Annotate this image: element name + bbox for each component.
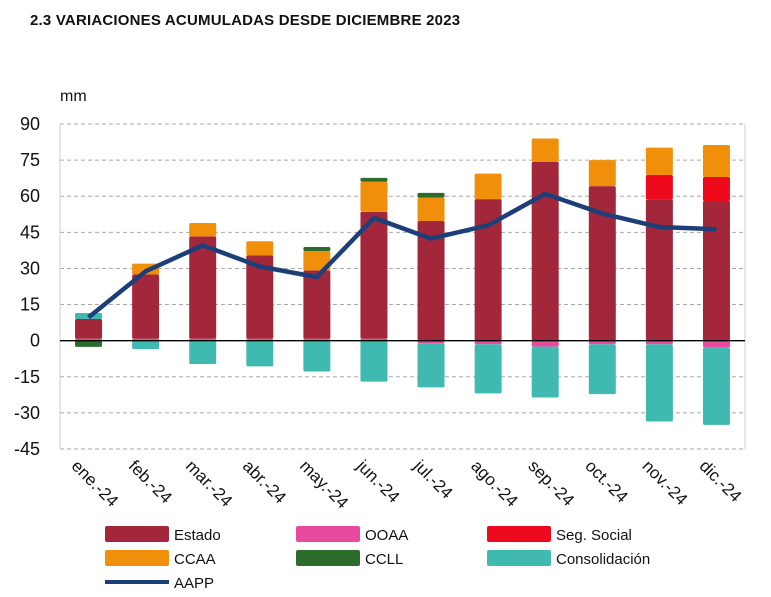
legend-label: OOAA — [365, 527, 408, 544]
bar-segment-ooaa — [645, 340, 673, 345]
legend-label: Estado — [174, 527, 221, 544]
bar-segment-seg-social — [645, 175, 673, 200]
bar-segment-estado — [588, 186, 616, 341]
bar-segment-consolidaci-n — [588, 344, 616, 395]
bar-segment-ooaa — [588, 340, 616, 345]
legend-label: Consolidación — [556, 551, 650, 568]
legend-swatch — [296, 550, 360, 566]
bar-segment-ccaa — [531, 138, 559, 162]
bar-segment-consolidaci-n — [417, 343, 445, 388]
bar-segment-estado — [531, 161, 559, 341]
bar-segment-consolidaci-n — [474, 344, 502, 394]
bar-segment-consolidaci-n — [531, 346, 559, 398]
bar-segment-estado — [417, 221, 445, 341]
bar-segment-ooaa — [531, 340, 559, 347]
y-tick-label: 75 — [20, 150, 40, 170]
bar-segment-ooaa — [474, 340, 502, 345]
bar-segment-ccaa — [702, 144, 730, 177]
y-tick-label: -45 — [14, 439, 40, 459]
legend-swatch — [105, 550, 169, 566]
x-tick-label: mar.-24 — [182, 456, 236, 510]
bar-segment-ccll — [417, 192, 445, 198]
bar-segment-estado — [189, 236, 217, 339]
x-tick-label: abr.-24 — [239, 456, 290, 507]
bar-segment-consolidaci-n — [132, 340, 160, 350]
x-tick-label: may.-24 — [296, 456, 352, 512]
y-tick-label: -15 — [14, 367, 40, 387]
y-tick-label: -30 — [14, 403, 40, 423]
x-tick-label: dic.-24 — [696, 456, 746, 506]
legend-label: CCLL — [365, 551, 403, 568]
bar-segment-consolidaci-n — [645, 344, 673, 422]
bar-segment-consolidaci-n — [189, 340, 217, 365]
x-tick-label: oct.-24 — [581, 456, 631, 506]
x-tick-label: feb.-24 — [125, 456, 176, 507]
bar-segment-consolidaci-n — [303, 340, 331, 372]
bar-segment-ccaa — [645, 147, 673, 176]
x-tick-label: nov.-24 — [639, 456, 692, 509]
bar-segment-estado — [474, 199, 502, 341]
y-tick-label: 15 — [20, 295, 40, 315]
x-tick-label: ene.-24 — [68, 456, 122, 510]
legend-label: CCAA — [174, 551, 216, 568]
bar-segment-estado — [645, 199, 673, 341]
x-tick-label: sep.-24 — [524, 456, 578, 510]
bar-segment-ooaa — [702, 340, 730, 348]
bar-segment-estado — [75, 319, 103, 339]
bar-segment-consolidaci-n — [360, 340, 388, 382]
bar-segment-seg-social — [702, 176, 730, 202]
bar-segment-estado — [246, 255, 274, 339]
legend-swatch — [105, 526, 169, 542]
bar-segment-consolidaci-n — [702, 347, 730, 425]
legend-swatch — [296, 526, 360, 542]
bar-segment-ccaa — [474, 173, 502, 200]
legend-swatch — [487, 550, 551, 566]
aapp-line — [87, 191, 717, 320]
bar-segment-estado — [303, 270, 331, 339]
bar-segment-ccll — [303, 247, 331, 252]
chart-title: 2.3 VARIACIONES ACUMULADAS DESDE DICIEMB… — [30, 12, 461, 29]
x-tick-label: ago.-24 — [467, 456, 521, 510]
x-tick-label: jul.-24 — [410, 456, 457, 503]
bar-segment-ccaa — [588, 160, 616, 187]
bar-segment-ccaa — [303, 251, 331, 271]
y-unit-label: mm — [60, 88, 87, 105]
bar-segment-ccaa — [417, 197, 445, 222]
y-tick-label: 30 — [20, 258, 40, 278]
x-tick-label: jun.-24 — [352, 456, 403, 507]
bar-segment-ccll — [360, 177, 388, 182]
legend-label: Seg. Social — [556, 527, 632, 544]
bar-segment-estado — [132, 274, 160, 339]
bar-segment-ccll — [75, 340, 103, 347]
bar-segment-consolidaci-n — [246, 340, 274, 367]
bar-segment-estado — [702, 201, 730, 341]
bar-segment-estado — [360, 211, 388, 339]
bar-segment-ccaa — [246, 241, 274, 256]
y-tick-label: 45 — [20, 222, 40, 242]
legend-swatch — [487, 526, 551, 542]
y-tick-label: 90 — [20, 114, 40, 134]
y-tick-label: 60 — [20, 186, 40, 206]
legend-label: AAPP — [174, 575, 214, 592]
y-tick-label: 0 — [30, 331, 40, 351]
bar-segment-ccaa — [360, 181, 388, 212]
bar-segment-ccaa — [189, 222, 217, 237]
